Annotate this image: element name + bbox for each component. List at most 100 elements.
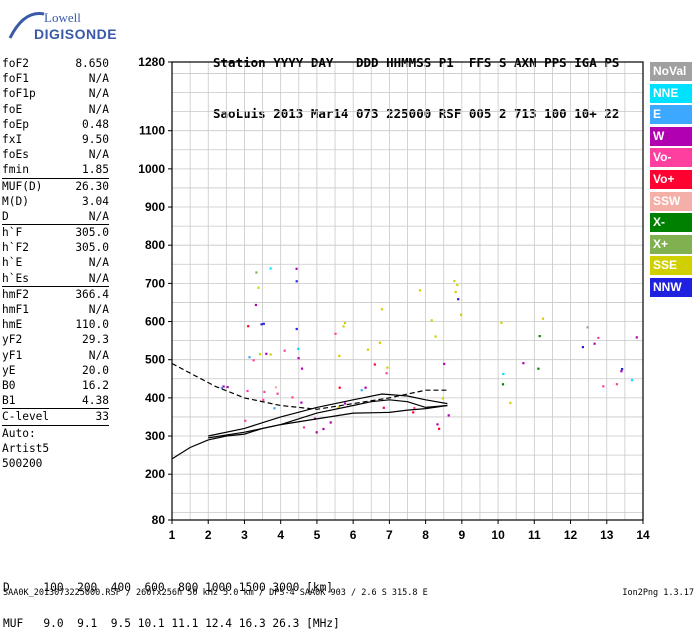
digisonde-logo: Lowell DIGISONDE <box>6 6 166 46</box>
echo-point <box>300 401 303 404</box>
echo-point <box>586 326 589 329</box>
echo-point <box>364 386 367 389</box>
echo-point <box>441 397 444 400</box>
profile-line <box>208 399 448 439</box>
echo-point <box>222 385 225 388</box>
echo-point <box>501 383 505 386</box>
param-value: 305.0 <box>75 226 109 240</box>
echo-point <box>269 353 272 356</box>
param-row: foE N/A <box>2 102 109 117</box>
echo-point <box>366 348 369 351</box>
echo-point <box>443 362 446 365</box>
legend-item-e: E <box>650 105 692 125</box>
param-label: foEs <box>2 148 29 162</box>
y-tick-label: 700 <box>145 276 165 290</box>
param-label: MUF(D) <box>2 179 43 193</box>
y-tick-label: 300 <box>145 429 165 443</box>
echo-point <box>226 386 229 389</box>
polarization-legend: NoVal NNE E W Vo- Vo+ SSW X- X+ SSE NNW <box>650 62 692 300</box>
echo-point <box>460 313 463 316</box>
param-value: N/A <box>88 87 109 101</box>
echo-point <box>269 267 272 270</box>
param-value: N/A <box>88 256 109 270</box>
legend-item-nnw: NNW <box>650 277 692 297</box>
x-tick-label: 5 <box>314 528 321 542</box>
echo-point <box>597 336 600 339</box>
echo-point <box>291 396 294 399</box>
x-tick-label: 14 <box>636 528 650 542</box>
param-separator <box>2 285 109 287</box>
param-value: 305.0 <box>75 241 109 255</box>
param-value: 33 <box>95 410 109 424</box>
echo-point <box>322 427 325 431</box>
echo-point <box>295 327 298 331</box>
param-label: h`Es <box>2 271 29 285</box>
param-value: 9.50 <box>82 132 109 146</box>
echo-point <box>273 407 276 410</box>
x-tick-label: 7 <box>386 528 393 542</box>
param-value: 8.650 <box>75 57 109 70</box>
echo-point <box>329 421 332 424</box>
param-row: hmE 110.0 <box>2 317 109 332</box>
footer-info: SAA0K_2013073225000.RSF / 260fx256h 50 k… <box>3 588 428 598</box>
param-label: 500200 <box>2 456 43 470</box>
param-label: yE <box>2 363 16 377</box>
x-tick-label: 4 <box>277 528 284 542</box>
y-tick-label: 500 <box>145 353 165 367</box>
echo-point <box>413 407 416 410</box>
param-label: yF2 <box>2 333 23 347</box>
param-row: yF1 N/A <box>2 348 109 363</box>
x-tick-label: 13 <box>600 528 614 542</box>
param-label: h`F <box>2 226 23 240</box>
param-value: N/A <box>88 148 109 162</box>
param-label: Artist5 <box>2 441 50 455</box>
echo-points <box>220 267 638 434</box>
x-tick-label: 6 <box>350 528 357 542</box>
echo-point <box>260 323 263 326</box>
echo-point <box>385 372 388 375</box>
muf-distance-table: D 100 200 400 600 800 1000 1500 3000 [km… <box>3 558 340 642</box>
y-tick-label: 1000 <box>138 162 165 176</box>
param-row: Artist5 <box>2 441 109 456</box>
echo-point <box>248 356 251 359</box>
param-label: C-level <box>2 410 50 424</box>
echo-point <box>615 383 618 386</box>
param-label: fxI <box>2 132 23 146</box>
echo-point <box>262 398 265 401</box>
x-tick-label: 12 <box>564 528 578 542</box>
echo-point <box>297 357 300 360</box>
legend-item-x-: X- <box>650 213 692 233</box>
param-label: B0 <box>2 378 16 392</box>
x-tick-label: 11 <box>528 528 541 542</box>
logo-swoosh-icon <box>8 12 45 39</box>
x-tick-label: 1 <box>169 528 176 542</box>
echo-point <box>447 414 450 417</box>
param-row: hmF2 366.4 <box>2 287 109 302</box>
echo-point <box>453 279 456 283</box>
param-row: B1 4.38 <box>2 393 109 408</box>
scaled-parameters-panel: foF2 8.650 foF1 N/A foF1p N/A foE N/A foEp 0.48 fx… <box>2 56 109 471</box>
profile-line <box>171 404 448 460</box>
y-tick-label: 400 <box>145 391 165 405</box>
echo-point <box>386 366 389 369</box>
profile-line <box>171 362 448 410</box>
param-value: 16.2 <box>82 378 109 392</box>
echo-point <box>438 427 441 430</box>
logo-text-lowell: Lowell <box>44 10 81 25</box>
y-tick-label: 80 <box>152 513 166 527</box>
echo-point <box>635 336 638 339</box>
echo-point <box>247 325 250 328</box>
header-values: SaoLuis 2013 Mar14 073 225000 RSF 005 2 … <box>213 106 620 121</box>
echo-point <box>522 362 525 365</box>
param-label: foEp <box>2 117 29 131</box>
profile-line <box>208 393 448 437</box>
param-row: fxI 9.50 <box>2 132 109 147</box>
param-value: N/A <box>88 102 109 116</box>
param-value: 110.0 <box>75 318 109 332</box>
echo-point <box>244 419 247 422</box>
param-row: foEp 0.48 <box>2 117 109 132</box>
param-value: 4.38 <box>82 394 109 408</box>
echo-point <box>620 370 623 373</box>
ionogram-plot: 1 2 3 4 5 6 7 8 9 10 11 12 13 14802003004005006007008… <box>138 55 650 542</box>
param-label: Auto: <box>2 426 36 440</box>
